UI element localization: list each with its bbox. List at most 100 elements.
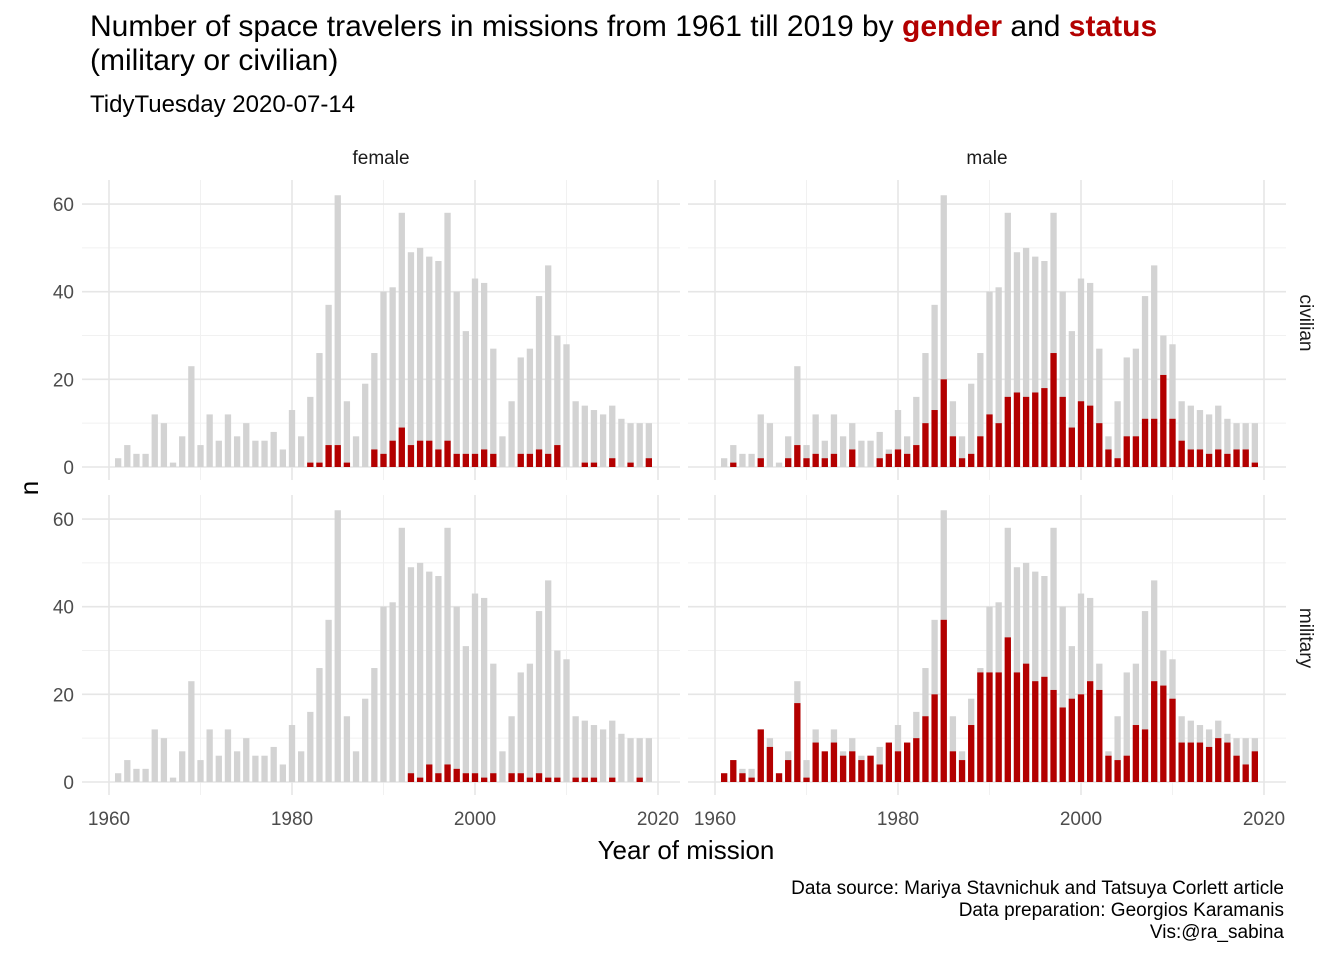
bar-female-military-2006: [526, 777, 534, 782]
chart-subtitle: TidyTuesday 2020-07-14: [90, 91, 356, 118]
bar-total-1976: [858, 440, 865, 467]
bar-male-civilian-1973: [830, 453, 838, 467]
y-tick-label: 20: [53, 685, 74, 706]
bar-male-military-1983: [922, 716, 929, 782]
bar-total-1986: [343, 401, 351, 467]
bar-total-1973: [830, 414, 838, 467]
x-tick-label: 1980: [877, 809, 919, 830]
bar-total-1965: [151, 414, 158, 467]
bar-female-civilian-2012: [581, 462, 588, 467]
bar-female-civilian-1989: [371, 449, 378, 467]
bar-total-2004: [508, 716, 515, 782]
bar-total-2012: [1187, 405, 1194, 467]
bar-male-military-1965: [757, 729, 764, 782]
bar-male-military-1976: [858, 760, 865, 782]
bar-total-1995: [1032, 256, 1039, 467]
bar-female-civilian-1984: [325, 445, 332, 467]
y-tick-label: 0: [63, 773, 74, 794]
y-axis-title: n: [14, 481, 44, 495]
bar-total-1965: [757, 414, 764, 467]
bar-total-1982: [307, 711, 314, 782]
bar-male-military-1994: [1022, 663, 1030, 782]
bar-male-military-1998: [1059, 707, 1066, 782]
bar-total-2018: [1242, 738, 1249, 782]
bar-total-2005: [517, 672, 524, 782]
bar-total-2011: [572, 716, 579, 782]
bar-male-civilian-1981: [904, 453, 911, 467]
bar-female-civilian-2008: [545, 453, 552, 467]
bar-female-military-2000: [471, 773, 479, 782]
bar-male-military-2007: [1141, 729, 1149, 782]
y-tick-label: 40: [53, 598, 74, 619]
bar-male-civilian-2009: [1160, 374, 1167, 467]
bar-male-military-2011: [1178, 742, 1185, 782]
bar-male-military-1977: [867, 755, 874, 782]
bar-female-civilian-1990: [380, 453, 387, 467]
bar-male-military-2008: [1151, 681, 1158, 782]
bar-total-1992: [398, 527, 405, 782]
bar-male-military-2012: [1187, 742, 1194, 782]
bar-female-military-2009: [554, 777, 561, 782]
bar-male-military-1964: [748, 777, 755, 782]
bar-female-military-2004: [508, 773, 515, 782]
x-tick-label: 2020: [637, 809, 679, 830]
bar-total-1972: [821, 440, 828, 467]
bar-total-2017: [1233, 423, 1240, 467]
bar-total-2015: [609, 720, 616, 782]
bar-male-military-1996: [1041, 676, 1048, 782]
bar-total-1968: [179, 751, 186, 782]
bar-male-military-1980: [894, 751, 902, 782]
bar-total-1966: [160, 423, 168, 467]
bar-total-1985: [334, 510, 341, 782]
bar-total-2000: [1077, 278, 1085, 467]
bar-total-2019: [645, 423, 652, 467]
bar-male-military-2004: [1114, 760, 1121, 782]
bar-male-civilian-2002: [1096, 423, 1103, 467]
bar-male-military-1966: [766, 746, 774, 782]
bar-male-military-2014: [1205, 746, 1213, 782]
bar-total-1986: [949, 401, 957, 467]
bar-total-2017: [627, 423, 634, 467]
bar-male-civilian-1980: [894, 449, 902, 467]
bar-total-2012: [581, 405, 588, 467]
bar-total-1962: [124, 445, 131, 467]
chart-title-line2: (military or civilian): [90, 44, 339, 77]
bar-female-military-2005: [517, 773, 524, 782]
bar-female-military-2008: [545, 777, 552, 782]
bar-total-1970: [197, 445, 204, 467]
bar-male-civilian-1994: [1022, 396, 1030, 467]
x-tick-label: 2000: [1060, 809, 1102, 830]
bar-total-1978: [270, 746, 277, 782]
bar-total-1997: [444, 212, 451, 467]
bar-male-military-1963: [739, 773, 746, 782]
bar-female-civilian-1994: [416, 440, 424, 467]
bar-male-civilian-1990: [986, 414, 993, 467]
bar-total-1996: [1041, 260, 1048, 467]
bar-total-1997: [444, 527, 451, 782]
bar-male-military-1984: [931, 694, 938, 782]
bar-male-civilian-2001: [1087, 405, 1094, 467]
bar-total-2011: [1178, 401, 1185, 467]
bar-female-military-1997: [444, 764, 451, 782]
bar-total-1999: [462, 331, 469, 467]
bar-total-1963: [133, 453, 140, 467]
bar-total-2009: [554, 650, 561, 782]
bar-total-1968: [785, 436, 792, 467]
bar-total-1998: [1059, 291, 1066, 467]
bar-total-1979: [279, 449, 286, 467]
bar-male-military-2017: [1233, 755, 1240, 782]
bar-male-military-1972: [821, 751, 828, 782]
bar-total-1981: [904, 436, 911, 467]
bar-total-2018: [1242, 423, 1249, 467]
bar-total-1977: [261, 755, 268, 782]
bar-male-military-1989: [977, 672, 984, 782]
bar-male-military-1970: [803, 777, 810, 782]
bar-total-2018: [636, 738, 643, 782]
bar-total-1998: [453, 291, 460, 467]
bar-female-civilian-2005: [517, 453, 524, 467]
bar-male-civilian-2018: [1242, 449, 1249, 467]
bar-male-military-2013: [1196, 742, 1204, 782]
bar-male-civilian-1995: [1032, 392, 1039, 467]
bar-male-civilian-2012: [1187, 449, 1194, 467]
bar-total-2005: [1123, 357, 1130, 467]
